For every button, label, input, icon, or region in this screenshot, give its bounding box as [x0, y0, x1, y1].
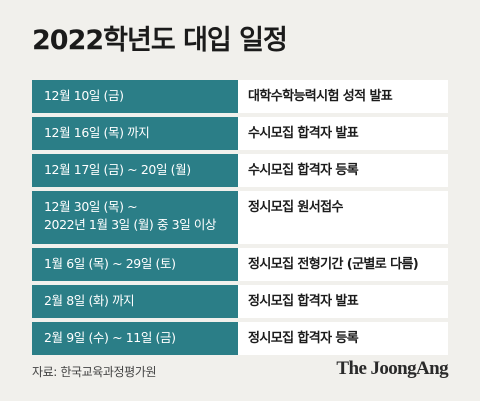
schedule-date-line: 2월 9일 (수) ~ 11일 (금): [44, 330, 176, 345]
source-note: 자료: 한국교육과정평가원: [32, 365, 157, 379]
schedule-event-cell: 수시모집 합격자 발표: [238, 117, 448, 150]
publisher-logo: The JoongAng: [336, 358, 448, 379]
schedule-date-cell: 12월 17일 (금) ~ 20일 (월): [32, 154, 238, 187]
schedule-date-cell: 12월 30일 (목) ~ 2022년 1월 3일 (월) 중 3일 이상: [32, 191, 238, 244]
schedule-event-cell: 수시모집 합격자 등록: [238, 154, 448, 187]
schedule-event-cell: 정시모집 전형기간 (군별로 다름): [238, 248, 448, 281]
schedule-event-cell: 정시모집 합격자 등록: [238, 322, 448, 355]
schedule-row: 2월 8일 (화) 까지 정시모집 합격자 발표: [32, 285, 448, 318]
schedule-date-cell: 1월 6일 (목) ~ 29일 (토): [32, 248, 238, 281]
schedule-date-line: 2022년 1월 3일 (월) 중 3일 이상: [44, 217, 217, 232]
schedule-date-line: 12월 10일 (금): [44, 88, 124, 103]
schedule-row: 12월 17일 (금) ~ 20일 (월) 수시모집 합격자 등록: [32, 154, 448, 187]
schedule-date-cell: 12월 10일 (금): [32, 80, 238, 113]
schedule-date-line: 12월 16일 (목) 까지: [44, 125, 150, 140]
schedule-row: 2월 9일 (수) ~ 11일 (금) 정시모집 합격자 등록: [32, 322, 448, 355]
schedule-table: 12월 10일 (금) 대학수학능력시험 성적 발표 12월 16일 (목) 까…: [32, 80, 448, 359]
schedule-row: 1월 6일 (목) ~ 29일 (토) 정시모집 전형기간 (군별로 다름): [32, 248, 448, 281]
page-title: 2022학년도 대입 일정: [32, 25, 288, 56]
schedule-event-cell: 정시모집 원서접수: [238, 191, 448, 244]
schedule-row: 12월 10일 (금) 대학수학능력시험 성적 발표: [32, 80, 448, 113]
schedule-row: 12월 16일 (목) 까지 수시모집 합격자 발표: [32, 117, 448, 150]
schedule-date-line: 12월 17일 (금) ~ 20일 (월): [44, 162, 191, 177]
schedule-date-line: 12월 30일 (목) ~: [44, 199, 138, 214]
schedule-row: 12월 30일 (목) ~ 2022년 1월 3일 (월) 중 3일 이상 정시…: [32, 191, 448, 244]
schedule-date-cell: 12월 16일 (목) 까지: [32, 117, 238, 150]
schedule-date-line: 2월 8일 (화) 까지: [44, 293, 135, 308]
schedule-event-cell: 정시모집 합격자 발표: [238, 285, 448, 318]
schedule-date-line: 1월 6일 (목) ~ 29일 (토): [44, 256, 176, 271]
schedule-event-cell: 대학수학능력시험 성적 발표: [238, 80, 448, 113]
schedule-date-cell: 2월 9일 (수) ~ 11일 (금): [32, 322, 238, 355]
schedule-date-cell: 2월 8일 (화) 까지: [32, 285, 238, 318]
